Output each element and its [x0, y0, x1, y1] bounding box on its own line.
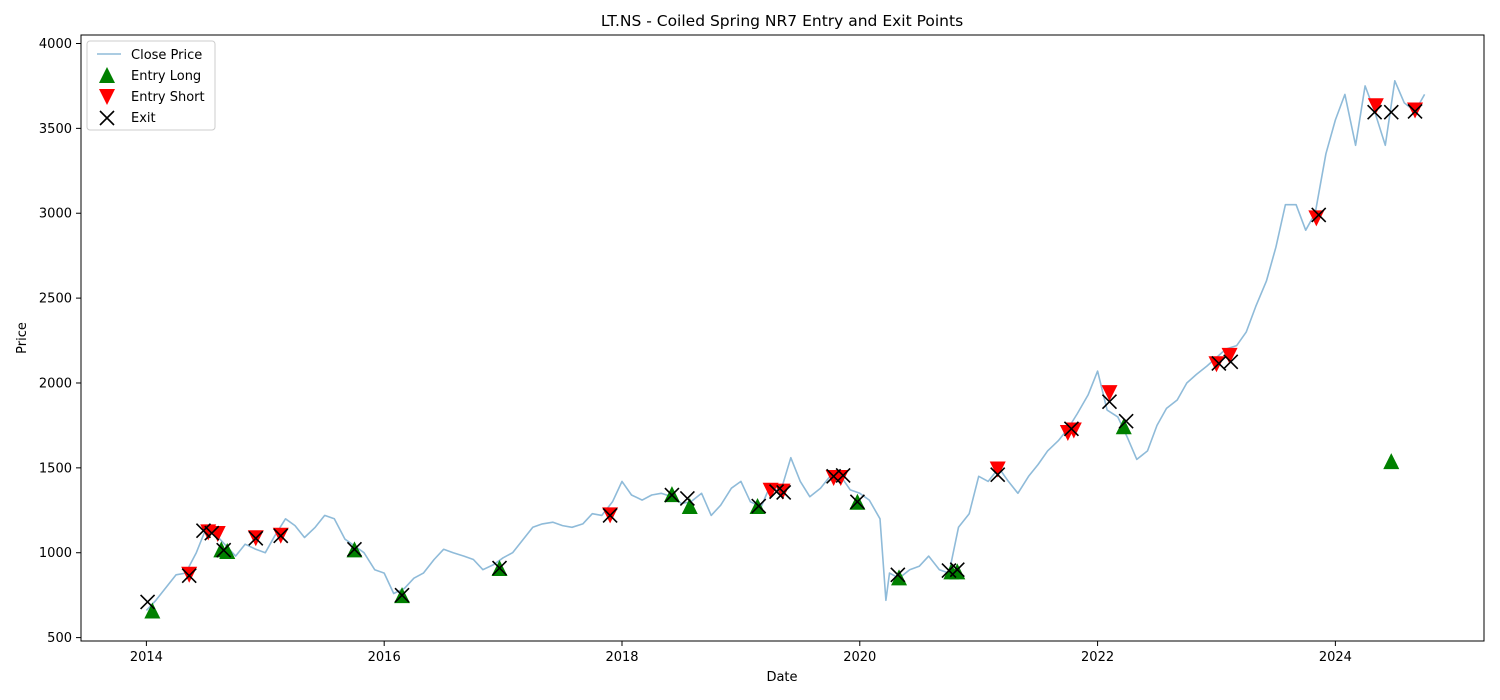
exit-marker	[679, 490, 695, 506]
entry-short-marker	[762, 482, 779, 499]
entry-short-marker	[1367, 98, 1384, 115]
entry-long-marker	[1115, 418, 1132, 435]
exit-marker	[949, 562, 965, 578]
exit-marker	[768, 484, 785, 500]
y-axis-label: Price	[15, 322, 30, 354]
y-tick-label: 500	[47, 631, 72, 646]
y-tick-label: 3500	[39, 122, 72, 137]
legend-box	[86, 40, 216, 131]
plot-area	[140, 80, 1426, 619]
exit-marker	[248, 530, 264, 546]
legend-label-exit: Exit	[131, 111, 156, 126]
exit-marker	[602, 507, 618, 523]
exit-marker	[273, 528, 289, 544]
entry-long-marker	[749, 498, 766, 515]
exit-marker	[491, 560, 508, 576]
exit-marker	[1101, 394, 1118, 410]
axes-frame	[80, 34, 1485, 642]
entry-long-marker	[219, 543, 236, 560]
exit-marker	[204, 525, 220, 541]
exit-marker	[835, 467, 851, 484]
legend: Close Price Entry Long Entry Short Exit	[86, 40, 216, 131]
exit-marker	[990, 467, 1006, 483]
y-axis: 500 1000 1500 2000 2500 3000 3500 4000	[39, 37, 81, 646]
entry-short-marker	[1101, 385, 1118, 402]
legend-x-icon	[99, 110, 115, 126]
legend-label-close-price: Close Price	[131, 48, 202, 63]
x-tick-label: 2022	[1081, 650, 1114, 665]
x-tick-label: 2014	[130, 650, 163, 665]
close-price-line	[145, 80, 1426, 611]
exit-marker	[751, 498, 767, 514]
x-axis-label: Date	[766, 670, 797, 685]
exit-marker	[216, 542, 232, 558]
y-tick-label: 1000	[39, 546, 72, 561]
exit-marker	[1223, 354, 1239, 370]
entry-long-marker	[1383, 453, 1400, 470]
x-tick-label: 2020	[843, 650, 876, 665]
legend-label-entry-long: Entry Long	[131, 69, 201, 84]
entry-short-marker	[989, 461, 1006, 478]
exit-marker	[1407, 103, 1423, 119]
x-tick-label: 2016	[368, 650, 401, 665]
y-tick-label: 2000	[39, 376, 72, 391]
entry-short-marker	[1221, 347, 1238, 364]
x-axis: 2014 2016 2018 2020 2022 2024	[130, 641, 1352, 665]
exit-marker	[890, 567, 906, 583]
y-tick-label: 4000	[39, 37, 72, 52]
entry-long-marker	[681, 498, 698, 515]
entry-long-marker	[891, 569, 908, 586]
y-tick-label: 2500	[39, 292, 72, 307]
legend-triangle-down-icon	[99, 89, 115, 105]
x-tick-label: 2024	[1319, 650, 1352, 665]
exit-marker	[1063, 421, 1079, 437]
legend-label-entry-short: Entry Short	[131, 90, 205, 105]
exit-marker	[1367, 104, 1383, 120]
exit-marker	[140, 594, 156, 610]
exit-marker	[181, 568, 197, 584]
exit-marker	[849, 494, 865, 510]
exit-marker	[664, 487, 680, 503]
exit-marker	[776, 484, 792, 501]
x-tick-label: 2018	[605, 650, 638, 665]
entry-long-marker	[144, 602, 161, 619]
chart-title: LT.NS - Coiled Spring NR7 Entry and Exit…	[601, 12, 963, 30]
series-layer	[140, 80, 1426, 619]
exit-marker	[1383, 104, 1399, 120]
legend-triangle-up-icon	[99, 67, 115, 83]
y-tick-label: 1500	[39, 461, 72, 476]
y-tick-label: 3000	[39, 207, 72, 222]
exit-marker	[1118, 413, 1134, 429]
exit-marker	[1311, 207, 1327, 223]
entry-short-marker	[209, 526, 226, 543]
entry-short-marker	[1208, 356, 1225, 373]
exit-marker	[346, 541, 363, 557]
exit-marker	[195, 523, 212, 539]
exit-marker	[394, 587, 410, 603]
